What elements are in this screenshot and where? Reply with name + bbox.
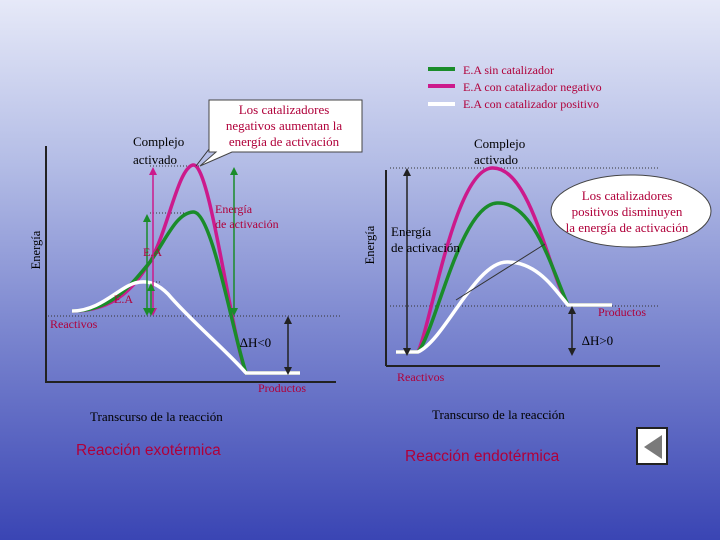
right-callout-line1: Los catalizadores	[582, 188, 673, 203]
legend-label-green: E.A sin catalizador	[463, 63, 554, 77]
legend: E.A sin catalizador E.A con catalizador …	[428, 63, 602, 111]
right-complejo-line2: activado	[474, 152, 518, 167]
left-ea-upper: E.A	[143, 245, 162, 259]
right-energia-line1: Energía	[391, 224, 431, 239]
left-axis-y: Energía	[29, 230, 43, 269]
right-callout-line3: la energía de activación	[566, 220, 689, 235]
left-curve-negative-catalyst	[71, 163, 300, 375]
left-curve-uncatalyzed	[71, 210, 300, 375]
left-axis-x: Transcurso de la reacción	[90, 409, 223, 424]
right-reactivos: Reactivos	[397, 370, 445, 384]
legend-label-magenta: E.A con catalizador negativo	[463, 80, 602, 94]
legend-label-white: E.A con catalizador positivo	[463, 97, 599, 111]
right-axis-x: Transcurso de la reacción	[432, 407, 565, 422]
left-triangle-icon	[644, 435, 662, 459]
right-callout	[550, 174, 712, 248]
left-curve-positive-catalyst	[71, 280, 300, 375]
left-ea-lower: E.A	[114, 292, 133, 306]
left-complejo-line1: Complejo	[133, 134, 184, 149]
left-reactivos: Reactivos	[50, 317, 98, 331]
right-callout-line2: positivos disminuyen	[572, 204, 683, 219]
left-callout	[199, 99, 363, 167]
right-title: Reacción endotérmica	[405, 448, 560, 465]
left-diagram: Los catalizadores negativos aumentan la …	[29, 99, 363, 459]
right-axis-y: Energía	[363, 225, 377, 264]
left-complejo-line2: activado	[133, 152, 177, 167]
left-productos: Productos	[258, 381, 306, 395]
left-title: Reacción exotérmica	[76, 442, 221, 459]
left-callout-line3: energía de activación	[229, 134, 340, 149]
left-energia-line1: Energía	[215, 202, 253, 216]
right-productos: Productos	[598, 305, 646, 319]
left-energia-line2: de activación	[215, 217, 279, 231]
right-curve-uncatalyzed	[396, 201, 612, 354]
left-callout-line2: negativos aumentan la	[226, 118, 342, 133]
right-diagram: Los catalizadores positivos disminuyen l…	[363, 136, 712, 465]
right-complejo-line1: Complejo	[474, 136, 525, 151]
left-delta-h: ∆H<0	[240, 335, 271, 350]
right-energia-line2: de activación	[391, 240, 460, 255]
right-callout-pointer	[455, 243, 546, 301]
left-callout-line1: Los catalizadores	[239, 102, 330, 117]
back-button[interactable]	[636, 427, 668, 465]
right-curve-positive-catalyst	[396, 260, 612, 354]
right-delta-h: ∆H>0	[582, 333, 613, 348]
